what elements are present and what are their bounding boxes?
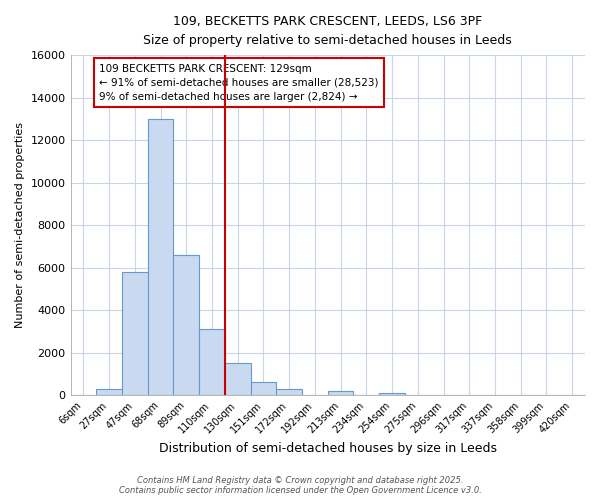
Bar [122,272,148,395]
Y-axis label: Number of semi-detached properties: Number of semi-detached properties [15,122,25,328]
Bar [277,389,302,395]
Bar [251,382,277,395]
Bar [199,330,225,395]
Title: 109, BECKETTS PARK CRESCENT, LEEDS, LS6 3PF
Size of property relative to semi-de: 109, BECKETTS PARK CRESCENT, LEEDS, LS6 … [143,15,512,47]
Bar [225,364,251,395]
Text: 109 BECKETTS PARK CRESCENT: 129sqm
← 91% of semi-detached houses are smaller (28: 109 BECKETTS PARK CRESCENT: 129sqm ← 91%… [99,64,379,102]
Text: Contains HM Land Registry data © Crown copyright and database right 2025.
Contai: Contains HM Land Registry data © Crown c… [119,476,481,495]
Bar [328,391,353,395]
X-axis label: Distribution of semi-detached houses by size in Leeds: Distribution of semi-detached houses by … [159,442,497,455]
Bar [379,393,405,395]
Bar [173,255,199,395]
Bar [148,119,173,395]
Bar [96,389,122,395]
